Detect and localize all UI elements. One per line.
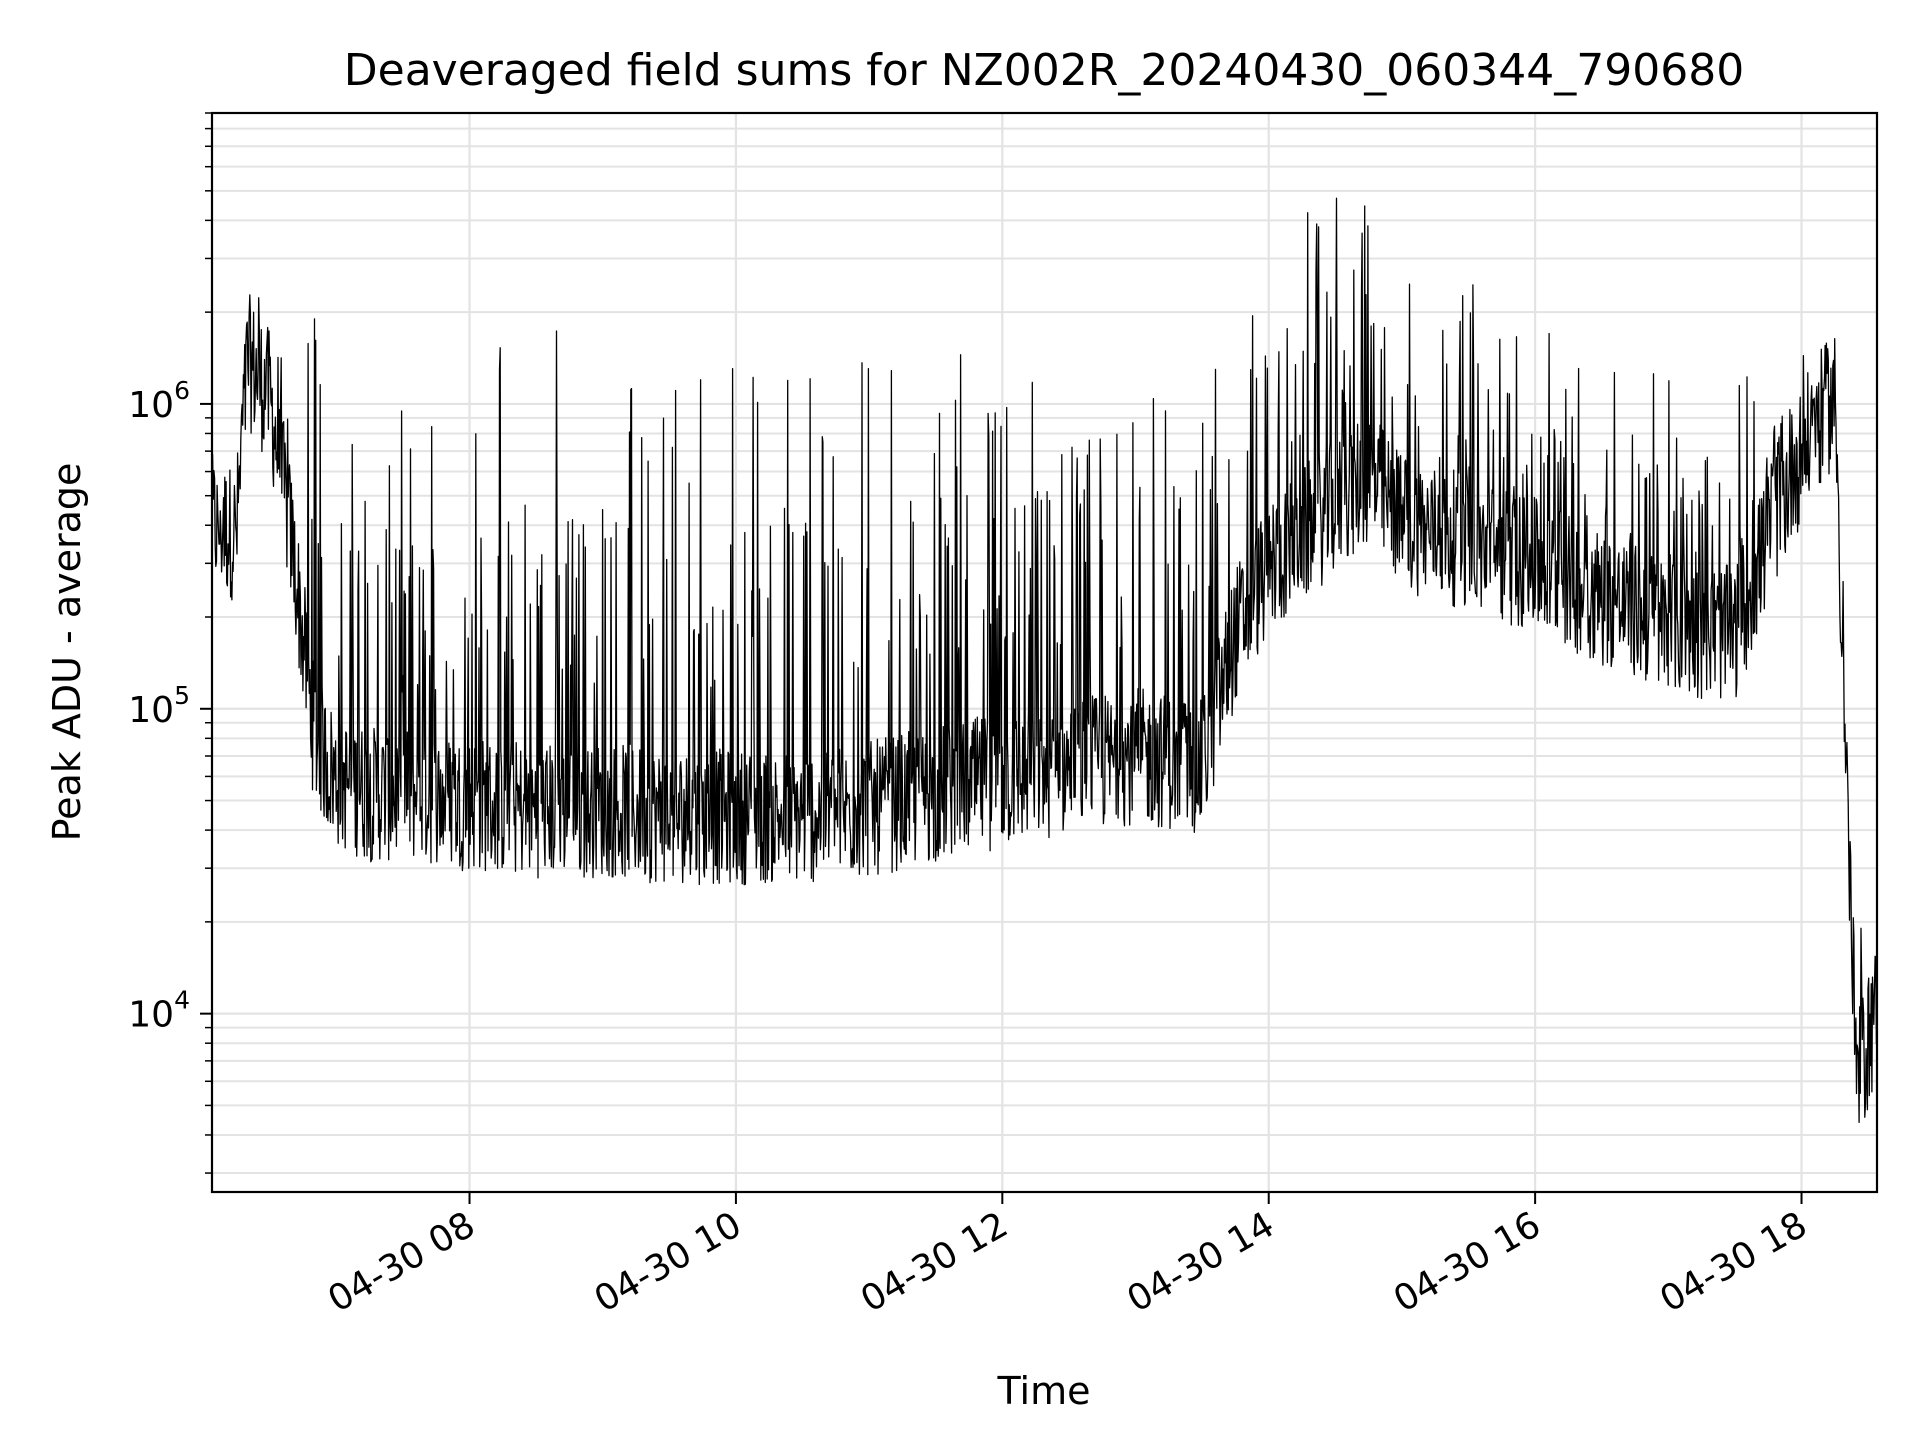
y-axis-label: Peak ADU - average bbox=[45, 463, 89, 842]
plot-frame bbox=[210, 111, 1879, 1194]
y-tick-label: 105 bbox=[128, 681, 190, 731]
y-tick-label: 104 bbox=[128, 986, 190, 1036]
chart-title: Deaveraged field sums for NZ002R_2024043… bbox=[344, 45, 1744, 96]
grid bbox=[212, 112, 1877, 1192]
y-tick-label: 106 bbox=[128, 376, 190, 426]
series-line bbox=[211, 197, 1878, 1124]
x-axis-label: Time bbox=[997, 1369, 1091, 1413]
series bbox=[211, 197, 1878, 1124]
